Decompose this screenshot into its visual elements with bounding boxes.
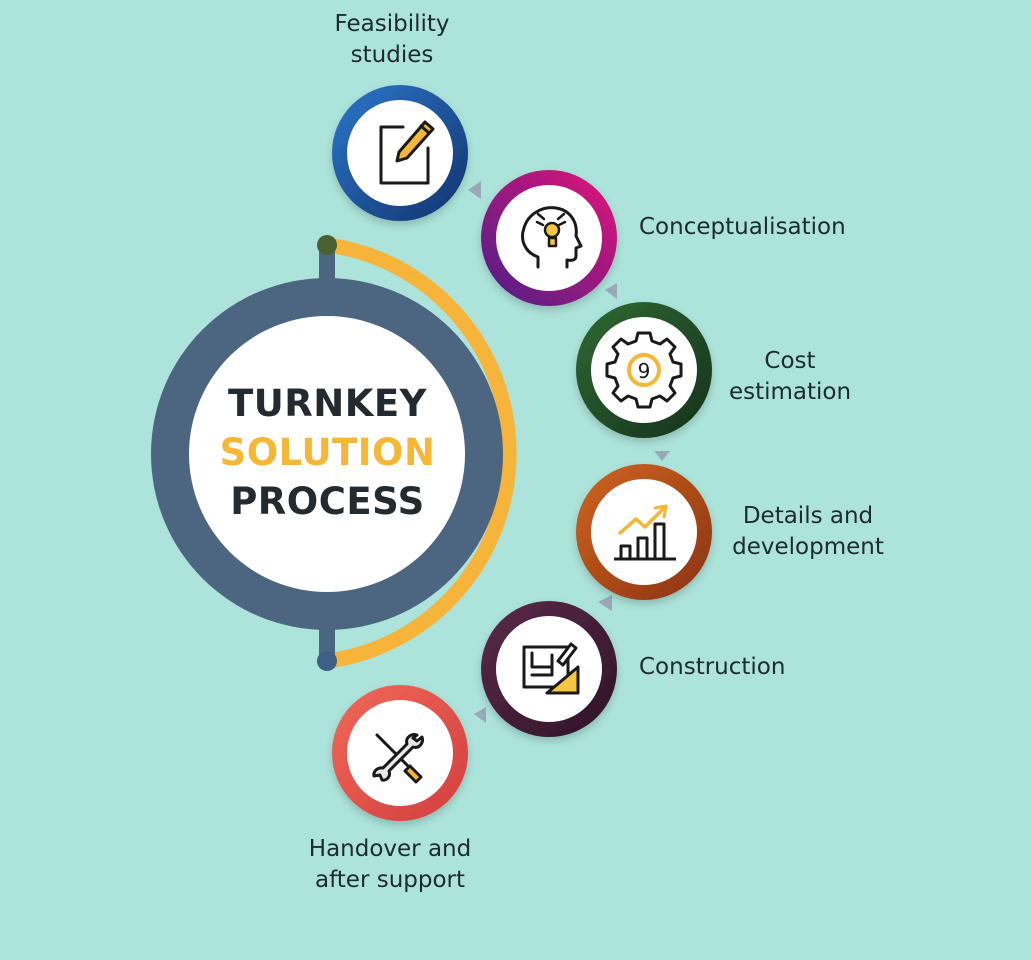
head-lightbulb-icon [521,206,583,269]
bar-chart-growth-icon [614,504,676,561]
arc-start-dot [317,235,337,255]
connector-arrow-3 [654,451,670,461]
gear-icon: 9 [605,331,683,409]
hub-title-line-3: PROCESS [230,480,425,523]
step-details-development [576,464,712,600]
label-line-2: development [732,534,884,560]
step-inner [496,616,602,722]
connector-arrow-2 [605,283,617,299]
label-line-2: estimation [728,379,852,405]
notepad-pencil-icon [379,120,435,185]
connector-arrow-4 [598,595,612,611]
hub-center [189,316,465,592]
blueprint-ruler-icon [522,642,580,695]
label-line-1: Feasibility [334,11,450,37]
label-line-2: after support [314,867,466,893]
hub-title-line-1: TURNKEY [228,382,427,425]
arc-end-dot [317,651,337,671]
connector-arrow-1 [468,181,481,199]
label-cost-estimation: Cost estimation [720,346,860,408]
step-inner [591,479,697,585]
label-line-2: studies [350,42,434,68]
svg-text:9: 9 [638,359,651,383]
label-conceptualisation: Conceptualisation [639,212,846,243]
progress-arc [320,237,517,669]
connector-arrow-5 [474,707,486,723]
step-conceptualisation [481,170,617,306]
label-line-1: Conceptualisation [639,214,846,240]
step-feasibility [332,85,468,221]
label-line-1: Handover and [308,836,472,862]
label-construction: Construction [639,652,785,683]
label-details-development: Details and development [722,501,894,563]
step-handover [332,685,468,821]
label-line-1: Details and [742,503,874,529]
hub-stem-top [319,245,335,285]
step-cost-estimation: 9 [576,302,712,438]
label-line-1: Cost [764,348,816,374]
hub-title-line-2: SOLUTION [219,431,436,474]
label-line-1: Construction [639,654,786,680]
wrench-screwdriver-icon [372,733,424,784]
label-feasibility: Feasibility studies [300,9,484,71]
label-handover: Handover and after support [292,834,488,896]
step-construction [481,601,617,737]
